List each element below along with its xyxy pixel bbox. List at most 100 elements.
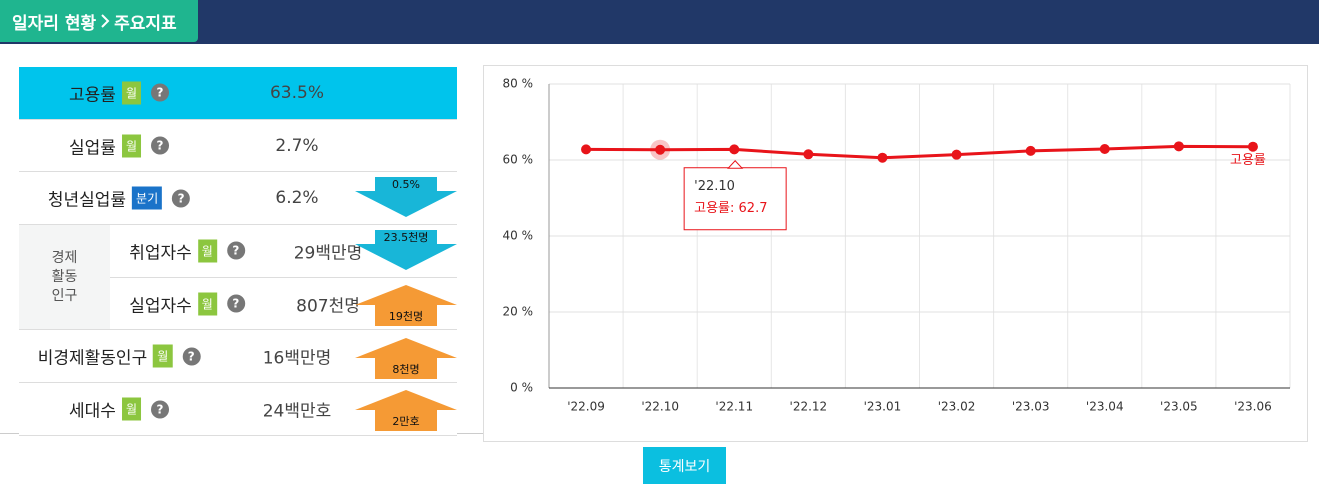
table-row: 고용률 월? 63.5%: [19, 67, 457, 120]
point: [1099, 143, 1110, 154]
x-tick-label: '23.04: [1086, 400, 1124, 414]
row-label-group: 청년실업률 분기?: [47, 186, 191, 211]
table-row: 비경제활동인구 월? 16백만명 8천명: [19, 330, 457, 384]
change-arrow: 19천명: [355, 284, 457, 326]
tooltip-text: 고용률: 62.7: [694, 201, 767, 216]
x-tick-label: '23.03: [1012, 400, 1050, 414]
group-label: 활동: [51, 268, 78, 285]
help-icon: ?: [226, 294, 245, 313]
y-tick-label: 0 %: [510, 381, 533, 395]
table-row: 청년실업률 분기? 6.2% 0.5%: [19, 172, 457, 226]
y-tick-label: 40 %: [503, 229, 534, 243]
y-tick-label: 60 %: [503, 153, 534, 167]
change-label: 19천명: [389, 309, 423, 323]
help-icon: ?: [226, 241, 245, 260]
row-label-group: 실업률 월?: [69, 133, 169, 158]
help-icon: ?: [150, 136, 169, 155]
change-label: 0.5%: [392, 178, 420, 191]
breadcrumb-item: 주요지표: [114, 13, 177, 34]
row-value: 29백만명: [293, 243, 363, 264]
row-value: 24백만호: [262, 401, 332, 422]
table-row: 취업자수 월? 29백만명 23.5천명: [110, 225, 457, 278]
row-value: 6.2%: [275, 188, 319, 209]
row-label: 고용률: [69, 85, 116, 106]
badge: 월: [121, 134, 141, 158]
help-icon: ?: [150, 83, 169, 102]
y-tick-label: 20 %: [503, 305, 534, 319]
group-label: 인구: [51, 287, 78, 304]
x-tick-label: '22.10: [641, 400, 679, 414]
breadcrumb-item: 일자리 현황: [12, 13, 97, 34]
help-icon: ?: [150, 400, 169, 419]
row-label: 세대수: [69, 401, 116, 422]
chevron: [101, 14, 110, 28]
help-icon: ?: [172, 189, 191, 208]
change-label: 2만호: [392, 415, 419, 428]
table-row: 실업자수 월? 807천명 19천명: [110, 277, 457, 331]
series-line: [586, 144, 1253, 160]
change-arrow: 0.5%: [355, 177, 457, 218]
y-tick-label: 80 %: [503, 77, 534, 91]
header-bar: [0, 0, 1319, 44]
point: [1247, 141, 1258, 152]
chart: 0 % 20 % 40 % 60 % 80 % '22.09 '22.10 '22.11 '22…: [503, 77, 1291, 414]
change-arrow: 2만호: [355, 390, 457, 432]
row-label: 실업률: [69, 138, 116, 159]
point: [1025, 145, 1036, 156]
arrow-shape: [355, 177, 457, 218]
table-row: 실업률 월? 2.7%: [19, 119, 457, 173]
row-value: 807천명: [296, 296, 360, 317]
row-label-group: 세대수 월?: [69, 397, 169, 422]
badge: 월: [153, 344, 173, 368]
point: [877, 152, 888, 163]
point: [581, 144, 592, 155]
arrow-shape: [355, 230, 457, 271]
x-tick-label: '22.09: [567, 400, 605, 414]
chart-box: [483, 65, 1308, 442]
row-label: 비경제활동인구: [37, 348, 148, 369]
row-value: 2.7%: [275, 135, 319, 156]
row-label-group: 비경제활동인구 월?: [38, 344, 201, 369]
x-tick-label: '22.12: [790, 400, 828, 414]
row-value: 63.5%: [269, 82, 325, 103]
change-arrow: 8천명: [355, 337, 457, 379]
tooltip-box: [683, 167, 787, 231]
row-label-group: 실업자수 월?: [129, 291, 245, 316]
change-label: 8천명: [392, 362, 419, 376]
group-label: 경제: [51, 249, 78, 266]
row-label: 취업자수: [129, 243, 192, 264]
stats-button[interactable]: 통계보기: [643, 447, 726, 484]
row-label-group: 취업자수 월?: [129, 238, 245, 263]
point: [803, 149, 814, 160]
row-label-group: 고용률 월?: [69, 80, 169, 105]
point: [1173, 141, 1184, 152]
series-label: 고용률: [1230, 153, 1266, 168]
change-label: 23.5천명: [384, 230, 429, 244]
tooltip-title: '22.10: [694, 179, 735, 194]
x-tick-label: '23.05: [1160, 400, 1198, 414]
tooltip-pointer: [726, 160, 744, 169]
change-arrow: 23.5천명: [355, 230, 457, 271]
badge: 월: [197, 292, 217, 316]
badge: 분기: [132, 186, 163, 210]
row-value: 16백만명: [262, 348, 332, 369]
badge: 월: [121, 397, 141, 421]
breadcrumb-tab: 일자리 현황 주요지표: [0, 0, 198, 42]
arrow-shape: [355, 337, 457, 379]
x-tick-label: '23.06: [1234, 400, 1272, 414]
x-tick-label: '22.11: [715, 400, 753, 414]
row-label: 청년실업률: [47, 190, 127, 211]
point: [951, 149, 962, 160]
arrow-shape: [355, 390, 457, 432]
x-tick-label: '23.01: [864, 400, 902, 414]
badge: 월: [197, 239, 217, 263]
point: [729, 144, 740, 155]
row-label: 실업자수: [129, 296, 192, 317]
arrow-shape: [355, 284, 457, 326]
badge: 월: [121, 81, 141, 105]
help-icon: ?: [182, 347, 201, 366]
x-tick-label: '23.02: [938, 400, 976, 414]
table-row: 세대수 월? 24백만호 2만호: [19, 383, 457, 436]
